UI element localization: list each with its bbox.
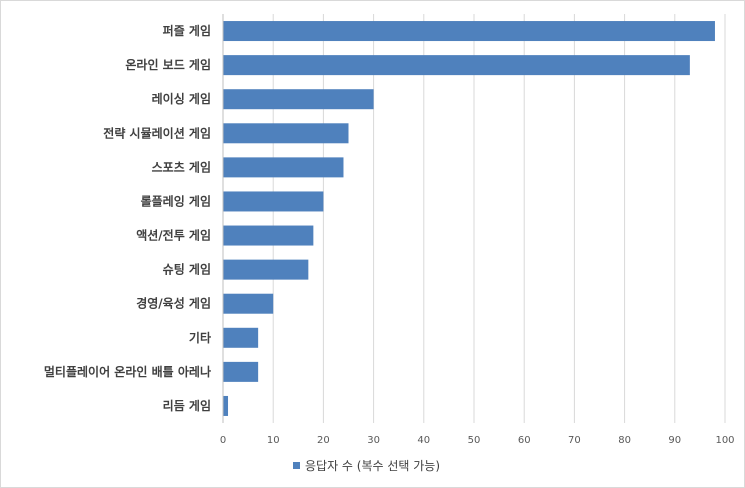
bar (223, 259, 309, 280)
category-label: 슈팅 게임 (163, 262, 211, 277)
category-label: 경영/육성 게임 (136, 296, 211, 311)
category-label: 멀티플레이어 온라인 배틀 아레나 (44, 364, 211, 379)
category-label: 리듬 게임 (163, 398, 211, 413)
category-label: 레이싱 게임 (152, 91, 211, 106)
x-tick-label: 60 (518, 435, 531, 446)
x-tick-label: 100 (715, 435, 734, 446)
legend: 응답자 수 (복수 선택 가능) (293, 459, 440, 473)
x-tick-label: 80 (618, 435, 631, 446)
category-label: 퍼즐 게임 (163, 23, 211, 38)
category-label: 스포츠 게임 (152, 160, 211, 174)
bar (223, 89, 374, 110)
x-tick-label: 20 (317, 435, 330, 446)
bars (223, 21, 715, 416)
category-label: 전략 시뮬레이션 게임 (103, 125, 211, 140)
x-tick-label: 40 (417, 435, 430, 446)
bar (223, 361, 259, 382)
bar (223, 21, 715, 42)
gridlines (272, 14, 726, 423)
x-tick-label: 50 (468, 435, 481, 446)
bar (223, 293, 274, 314)
bar (223, 123, 349, 144)
category-label: 온라인 보드 게임 (125, 57, 211, 72)
bar (223, 55, 690, 76)
x-tick-label: 70 (568, 435, 581, 446)
legend-label: 응답자 수 (복수 선택 가능) (305, 459, 440, 473)
bar (223, 191, 324, 212)
x-tick-label: 10 (267, 435, 280, 446)
category-label: 액션/전투 게임 (136, 228, 211, 243)
bar (223, 395, 229, 416)
x-tick-label: 0 (220, 435, 226, 446)
x-tick-label: 30 (367, 435, 380, 446)
bar (223, 327, 259, 348)
x-tick-labels: 0 10 20 30 40 50 60 70 80 90 100 (220, 435, 735, 446)
legend-swatch (293, 462, 300, 469)
category-label: 롤플레잉 게임 (141, 193, 211, 208)
category-label: 기타 (189, 330, 211, 345)
bar (223, 225, 314, 246)
x-tick-label: 90 (668, 435, 681, 446)
bar (223, 157, 344, 178)
